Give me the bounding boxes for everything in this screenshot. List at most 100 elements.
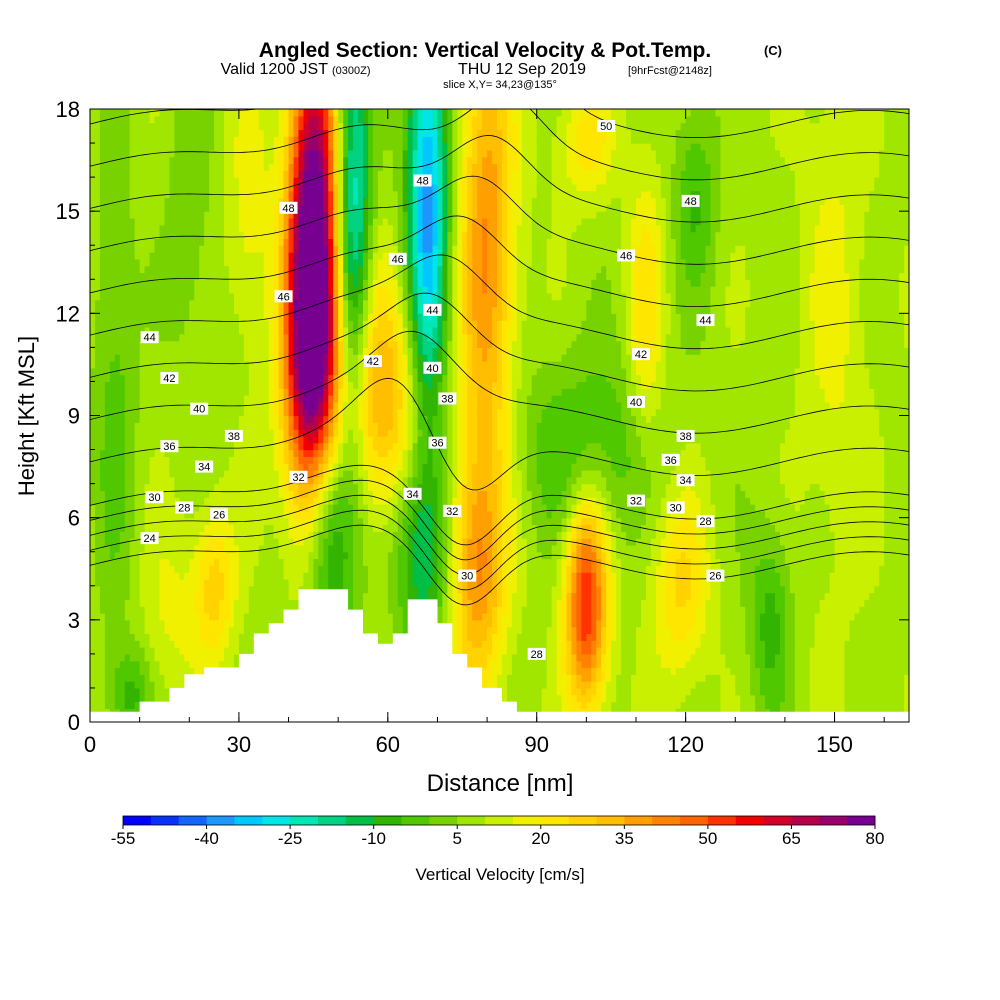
velocity-cell <box>129 558 136 566</box>
velocity-cell <box>358 572 364 580</box>
velocity-cell <box>154 599 161 607</box>
velocity-cell <box>209 599 215 607</box>
velocity-cell <box>268 143 275 151</box>
velocity-cell <box>109 551 116 560</box>
velocity-cell <box>248 606 255 614</box>
velocity-cell <box>353 252 359 260</box>
velocity-cell <box>248 490 255 498</box>
velocity-cell <box>104 177 111 185</box>
velocity-cell <box>233 258 240 267</box>
velocity-cell <box>169 667 175 675</box>
velocity-cell <box>263 367 270 376</box>
velocity-cell <box>179 517 185 526</box>
velocity-cell <box>224 272 230 280</box>
velocity-cell <box>134 149 141 158</box>
velocity-cell <box>258 354 265 362</box>
velocity-cell <box>228 606 235 614</box>
velocity-cell <box>124 156 131 165</box>
velocity-cell <box>318 449 324 457</box>
velocity-cell <box>174 136 180 144</box>
velocity-cell <box>283 122 290 131</box>
velocity-cell <box>119 660 126 669</box>
velocity-cell <box>268 231 275 240</box>
velocity-cell <box>348 354 354 362</box>
velocity-cell <box>94 674 101 682</box>
velocity-cell <box>114 408 121 417</box>
velocity-cell <box>129 592 136 600</box>
velocity-cell <box>94 224 101 233</box>
velocity-cell <box>184 653 190 662</box>
velocity-cell <box>253 231 260 240</box>
velocity-cell <box>124 231 131 240</box>
velocity-cell <box>283 517 290 526</box>
velocity-cell <box>263 469 270 478</box>
velocity-cell <box>124 572 131 580</box>
velocity-cell <box>238 592 245 600</box>
velocity-cell <box>114 183 121 192</box>
velocity-cell <box>194 224 200 233</box>
velocity-cell <box>273 149 280 158</box>
velocity-cell <box>353 558 359 566</box>
velocity-cell <box>109 292 116 301</box>
velocity-cell <box>328 109 334 117</box>
velocity-cell <box>333 395 339 403</box>
velocity-cell <box>169 572 175 580</box>
velocity-cell <box>119 252 126 260</box>
velocity-cell <box>318 217 324 226</box>
velocity-cell <box>159 640 166 648</box>
velocity-cell <box>164 463 171 471</box>
velocity-cell <box>134 197 141 205</box>
velocity-cell <box>124 306 131 314</box>
velocity-cell <box>99 129 106 137</box>
velocity-cell <box>283 136 290 144</box>
velocity-cell <box>293 258 300 267</box>
velocity-cell <box>253 197 260 205</box>
velocity-cell <box>358 326 364 335</box>
velocity-cell <box>154 565 161 573</box>
velocity-cell <box>323 408 329 417</box>
velocity-cell <box>114 551 121 560</box>
velocity-cell <box>194 326 200 335</box>
velocity-cell <box>353 211 359 219</box>
velocity-cell <box>293 578 300 587</box>
velocity-cell <box>313 177 319 185</box>
velocity-cell <box>169 606 175 614</box>
velocity-cell <box>144 313 151 321</box>
velocity-cell <box>139 415 146 423</box>
velocity-cell <box>104 292 111 301</box>
velocity-cell <box>233 572 240 580</box>
velocity-cell <box>268 388 275 396</box>
velocity-cell <box>179 217 185 226</box>
velocity-cell <box>303 183 309 192</box>
velocity-cell <box>94 463 101 471</box>
velocity-cell <box>104 245 111 253</box>
velocity-cell <box>238 565 245 573</box>
velocity-cell <box>209 490 215 498</box>
velocity-cell <box>214 524 220 532</box>
velocity-cell <box>363 626 369 635</box>
velocity-cell <box>224 469 230 478</box>
velocity-cell <box>169 163 175 171</box>
velocity-cell <box>323 170 329 178</box>
velocity-cell <box>248 599 255 607</box>
velocity-cell <box>94 647 101 655</box>
velocity-cell <box>134 340 141 348</box>
velocity-cell <box>323 197 329 205</box>
velocity-cell <box>219 388 225 396</box>
velocity-cell <box>343 252 349 260</box>
velocity-cell <box>348 333 354 342</box>
velocity-cell <box>159 354 166 362</box>
velocity-cell <box>323 435 329 444</box>
velocity-cell <box>119 265 126 274</box>
velocity-cell <box>114 633 121 641</box>
velocity-cell <box>338 497 344 505</box>
velocity-cell <box>343 258 349 267</box>
velocity-cell <box>129 183 136 192</box>
velocity-cell <box>129 313 136 321</box>
velocity-cell <box>338 558 344 566</box>
velocity-cell <box>124 109 131 117</box>
velocity-cell <box>109 306 116 314</box>
velocity-cell <box>298 204 305 212</box>
velocity-cell <box>224 490 230 498</box>
velocity-cell <box>288 531 295 539</box>
